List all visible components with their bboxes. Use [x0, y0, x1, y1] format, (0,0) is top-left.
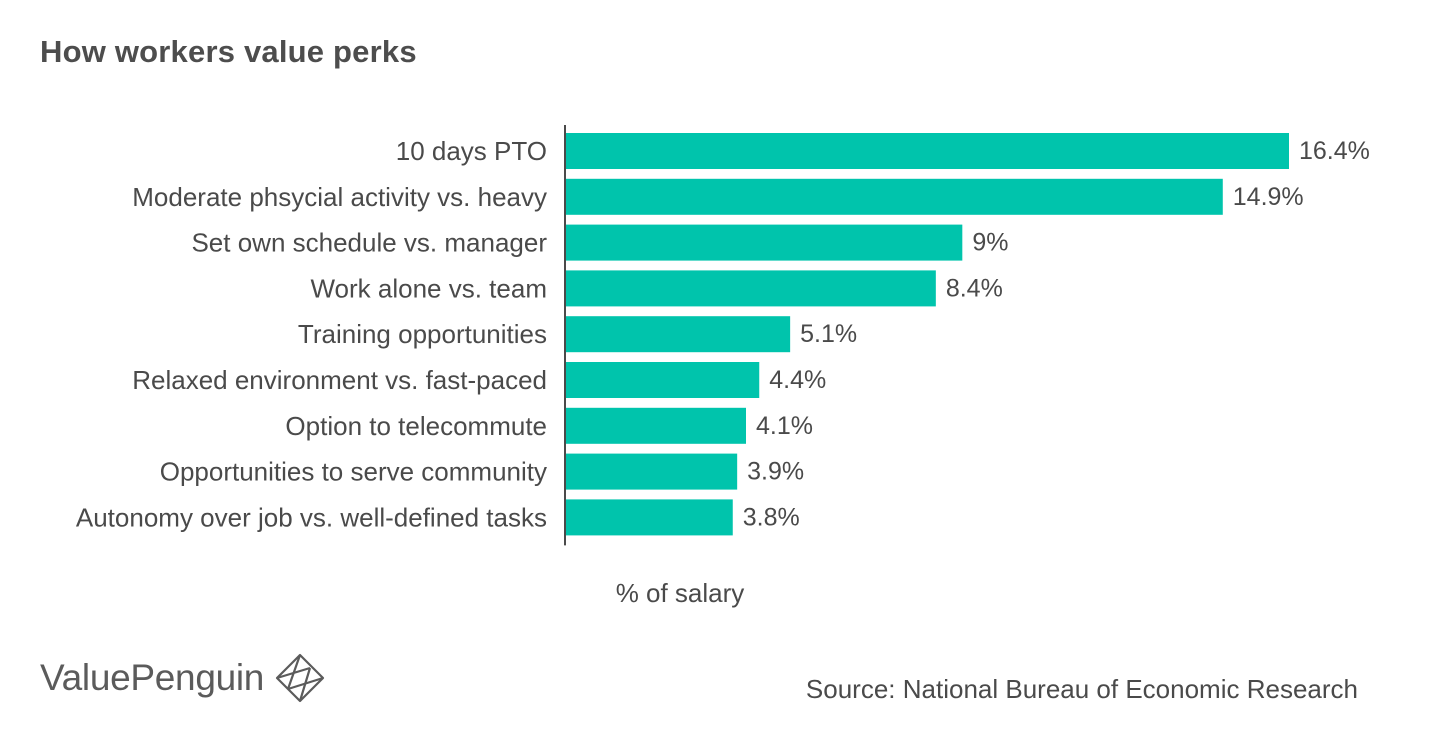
value-label: 14.9%: [1233, 183, 1304, 211]
value-label: 5.1%: [800, 320, 857, 348]
bar: [565, 178, 1223, 215]
value-label: 3.8%: [743, 503, 800, 531]
category-label: Autonomy over job vs. well-defined tasks: [76, 502, 547, 532]
category-label: 10 days PTO: [396, 136, 547, 166]
category-label: Training opportunities: [298, 319, 547, 349]
value-label: 3.9%: [747, 458, 804, 486]
bar: [565, 270, 936, 307]
category-label: Work alone vs. team: [310, 273, 547, 303]
value-label: 8.4%: [946, 274, 1003, 302]
bar: [565, 362, 760, 398]
category-label: Moderate phsycial activity vs. heavy: [132, 182, 547, 212]
bar: [565, 453, 738, 490]
bar: [565, 133, 1289, 169]
category-label: Set own schedule vs. manager: [191, 228, 547, 258]
category-label: Option to telecommute: [285, 411, 547, 441]
source-note: Source: National Bureau of Economic Rese…: [805, 674, 1358, 704]
value-label: 9%: [972, 229, 1008, 257]
category-label: Opportunities to serve community: [160, 457, 547, 487]
bar: [565, 224, 963, 261]
value-label: 4.1%: [756, 412, 813, 440]
x-axis-label: % of salary: [615, 578, 745, 608]
chart-title: How workers value perks: [40, 34, 417, 69]
brand-logo: ValuePenguin: [40, 652, 326, 704]
value-label: 16.4%: [1299, 137, 1370, 165]
bar: [565, 316, 791, 353]
category-label: Relaxed environment vs. fast-paced: [132, 365, 547, 395]
valuepenguin-logo-icon: [275, 653, 325, 703]
category-labels-group: 10 days PTO Moderate phsycial activity vs…: [76, 136, 547, 532]
bar: [565, 499, 733, 536]
value-labels-group: 16.4% 14.9% 9% 8.4% 5.1% 4.4% 4.1% 3.9% 3.8%: [743, 137, 1370, 531]
brand-name: ValuePenguin: [40, 657, 265, 698]
value-label: 4.4%: [769, 366, 826, 394]
bar: [565, 407, 746, 444]
bars-group: [565, 133, 1289, 536]
